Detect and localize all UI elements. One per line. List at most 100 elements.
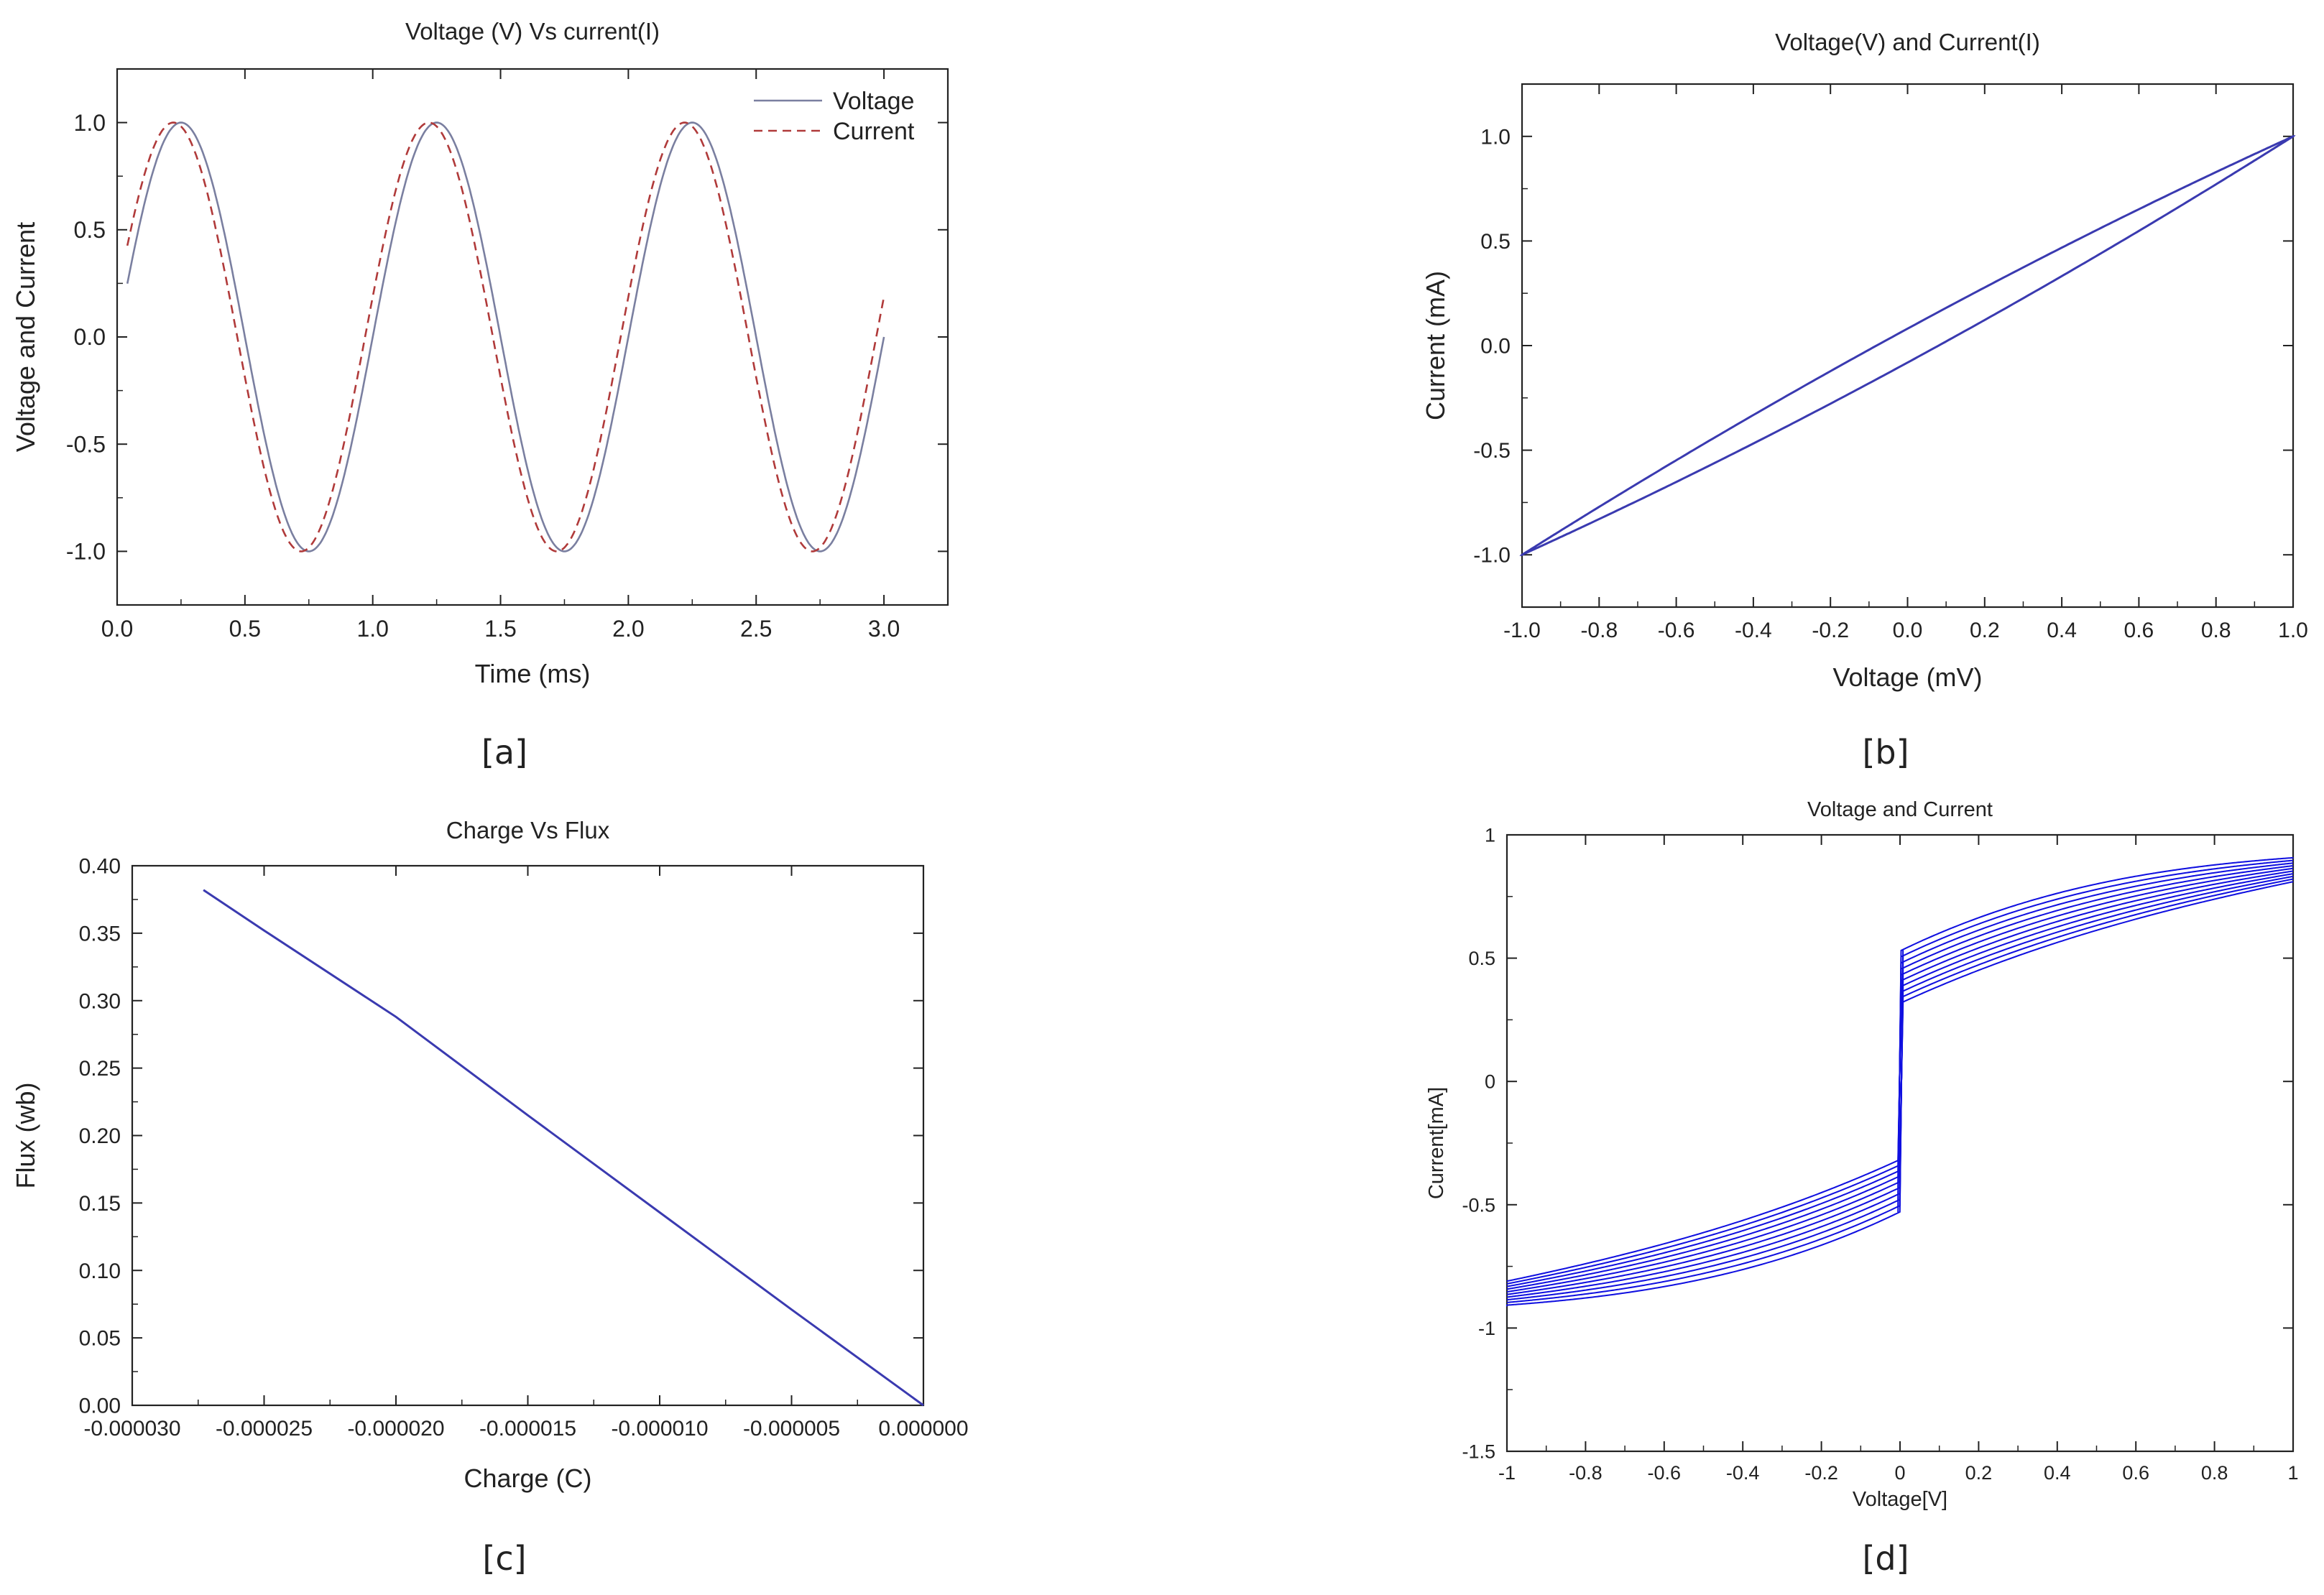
chart-title: Charge Vs Flux [446, 817, 610, 843]
flux-series-line [203, 889, 924, 1407]
x-tick-label: -1.0 [1503, 619, 1541, 642]
plot-frame [131, 864, 925, 1407]
y-tick-label: 0.30 [79, 989, 121, 1013]
y-tick-label: 0.00 [79, 1395, 121, 1418]
y-tick-label: 1.0 [1480, 125, 1511, 149]
y-tick-label: 0.15 [79, 1192, 121, 1216]
x-tick-label: -0.000020 [347, 1417, 444, 1441]
x-tick-label: -1 [1498, 1462, 1516, 1484]
y-tick-label: 1.0 [74, 110, 106, 136]
x-tick-label: 0.6 [2122, 1462, 2149, 1484]
pinched-loop-line [1506, 881, 2294, 1282]
chart-title: Voltage(V) and Current(I) [1775, 29, 2040, 55]
pinched-loop-line [1506, 856, 2294, 1308]
y-tick-label: 0 [1485, 1071, 1495, 1093]
iv-loop-line [1519, 135, 2296, 556]
x-tick-label: 0.2 [1970, 619, 2000, 642]
x-tick-label: 1.0 [356, 616, 388, 642]
y-tick-label: 0.40 [79, 855, 121, 879]
panel-label: [b] [1862, 733, 1909, 772]
current-series-line [126, 121, 885, 553]
x-tick-label: -0.000025 [216, 1417, 313, 1441]
x-tick-label: -0.8 [1569, 1462, 1603, 1484]
chart-title: Voltage (V) Vs current(I) [405, 18, 660, 45]
x-tick-label: -0.2 [1812, 619, 1849, 642]
x-tick-label: 0.0 [1893, 619, 1923, 642]
x-tick-label: 3.0 [868, 616, 900, 642]
legend-current-label: Current [833, 118, 915, 145]
x-tick-label: -0.000015 [479, 1417, 576, 1441]
x-axis-label: Voltage[V] [1853, 1488, 1947, 1511]
chart-iv-loop-mv: Voltage(V) and Current(I) -1.0 -0.8 -0.6 -0.… [1421, 29, 2308, 772]
y-tick-label: 0.10 [79, 1259, 121, 1283]
pinched-loop-line [1506, 870, 2294, 1293]
x-tick-label: 0.4 [2044, 1462, 2071, 1484]
plot-frame [1521, 83, 2295, 609]
y-axis-label: Flux (wb) [11, 1082, 40, 1188]
y-tick-label: 0.35 [79, 922, 121, 946]
pinched-loop-line [1506, 873, 2294, 1290]
y-axis-label: Current (mA) [1421, 271, 1450, 420]
y-tick-label: 0.5 [1468, 948, 1495, 969]
chart-iv-pinched-loops: Voltage and Current -1 -0.8 -0.6 -0.4 -0.2 0 0.… [1425, 798, 2299, 1578]
y-tick-label: 1 [1485, 824, 1495, 846]
y-tick-label: -1.5 [1462, 1441, 1495, 1462]
pinched-loop-line [1507, 862, 2293, 1301]
pinched-loop-line [1507, 859, 2293, 1303]
y-tick-label: 0.25 [79, 1057, 121, 1081]
y-tick-label: 0.0 [74, 324, 106, 350]
x-axis-label: Voltage (mV) [1832, 662, 1982, 692]
y-tick-label: -1 [1478, 1318, 1495, 1339]
x-tick-label: 0.4 [2047, 619, 2077, 642]
x-tick-label: 1.0 [2278, 619, 2308, 642]
panel-label: [d] [1862, 1539, 1909, 1578]
y-tick-label: -1.0 [1473, 544, 1511, 568]
chart-charge-vs-flux: Charge Vs Flux -0.000030 -0.000025 -0.00002… [11, 817, 969, 1578]
y-tick-label: 0.5 [1480, 230, 1511, 254]
x-tick-label: -0.6 [1658, 619, 1695, 642]
x-tick-label: 2.5 [740, 616, 772, 642]
chart-title: Voltage and Current [1807, 798, 1993, 821]
x-tick-label: 0.0 [101, 616, 133, 642]
y-tick-label: 0.0 [1480, 335, 1511, 359]
x-tick-label: 0.000000 [878, 1417, 968, 1441]
y-axis-label: Voltage and Current [11, 222, 40, 452]
x-axis-label: Time (ms) [475, 659, 591, 688]
x-tick-label: -0.4 [1735, 619, 1772, 642]
x-tick-label: -0.6 [1648, 1462, 1682, 1484]
y-tick-label: -0.5 [1462, 1194, 1495, 1216]
y-tick-label: -1.0 [66, 539, 106, 565]
x-tick-label: -0.4 [1726, 1462, 1760, 1484]
x-tick-label: -0.000010 [611, 1417, 708, 1441]
y-tick-label: -0.5 [66, 431, 106, 457]
panel-label: [a] [481, 733, 527, 772]
x-tick-label: -0.2 [1804, 1462, 1838, 1484]
x-tick-label: 0.8 [2201, 619, 2231, 642]
x-axis-label: Charge (C) [464, 1464, 591, 1493]
x-tick-label: 0.6 [2124, 619, 2154, 642]
plot-frame [116, 68, 949, 606]
x-tick-label: -0.000005 [743, 1417, 840, 1441]
x-tick-label: 0.2 [1965, 1462, 1993, 1484]
x-tick-label: 1 [2287, 1462, 2298, 1484]
y-tick-label: 0.20 [79, 1124, 121, 1148]
voltage-series-line [126, 121, 885, 553]
legend-voltage-label: Voltage [833, 88, 914, 115]
pinched-loop-line [1506, 878, 2294, 1285]
chart-voltage-vs-current-time: Voltage (V) Vs current(I) 0.0 0.5 1.0 1.5 2.0… [11, 18, 949, 772]
y-tick-label: -0.5 [1473, 439, 1511, 463]
x-tick-label: 0.5 [229, 616, 261, 642]
x-tick-label: -0.8 [1580, 619, 1618, 642]
y-tick-label: 0.05 [79, 1327, 121, 1351]
x-tick-label: 0 [1894, 1462, 1905, 1484]
y-axis-label: Current[mA] [1425, 1087, 1448, 1199]
x-tick-label: -0.000030 [83, 1417, 180, 1441]
x-tick-label: 1.5 [484, 616, 516, 642]
pinched-loop-line [1506, 867, 2294, 1295]
pinched-loop-line [1506, 875, 2294, 1287]
pinched-loop-line [1507, 865, 2293, 1298]
x-tick-label: 0.8 [2201, 1462, 2228, 1484]
panel-label: [c] [482, 1539, 526, 1578]
x-tick-label: 2.0 [612, 616, 644, 642]
